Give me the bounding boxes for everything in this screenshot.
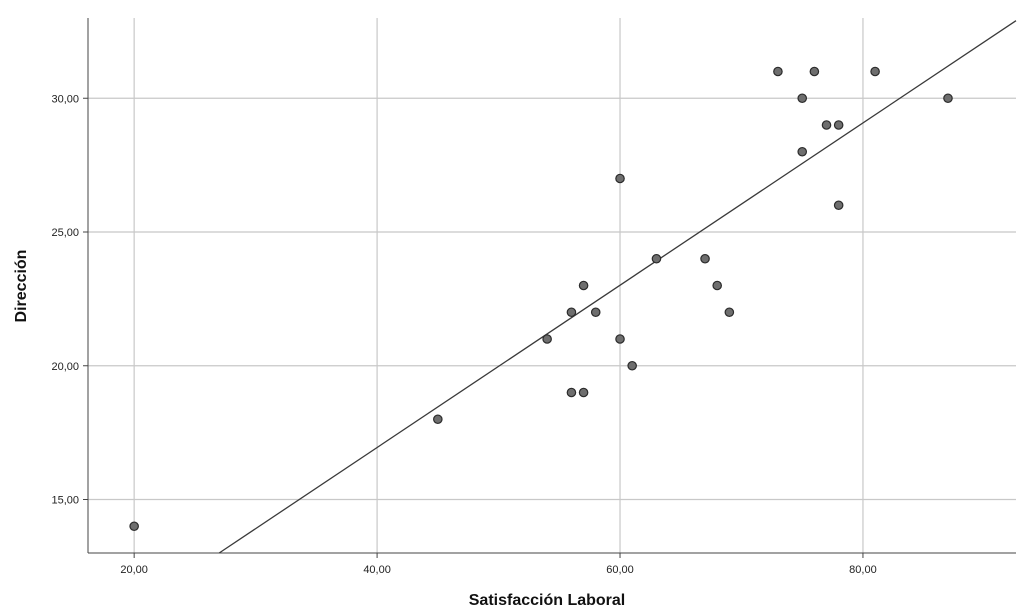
y-tick-label: 30,00 [51,93,79,105]
grid-layer [88,18,1016,553]
data-point [592,308,600,316]
data-point [543,335,551,343]
y-axis-title: Dirección [13,250,30,323]
data-point [810,67,818,75]
x-tick-label: 80,00 [849,564,877,576]
x-tick-label: 60,00 [606,564,634,576]
data-point [713,281,721,289]
data-point [628,362,636,370]
data-point [616,335,624,343]
ticks-layer: 20,00 40,00 60,00 80,00 15,00 20,00 25,00 30,00 [51,93,876,576]
points-layer [130,67,952,530]
data-point [944,94,952,102]
data-point [834,121,842,129]
y-tick-label: 25,00 [51,227,79,239]
data-point [701,255,709,263]
data-point [130,522,138,530]
data-point [822,121,830,129]
data-point [434,415,442,423]
data-point [579,281,587,289]
y-tick-label: 20,00 [51,361,79,373]
data-point [871,67,879,75]
data-point [652,255,660,263]
data-point [725,308,733,316]
data-point [616,174,624,182]
x-axis-title: Satisfacción Laboral [469,592,626,609]
regression-line [219,21,1016,553]
y-tick-label: 15,00 [51,495,79,507]
data-point [834,201,842,209]
x-tick-label: 40,00 [363,564,391,576]
x-tick-label: 20,00 [120,564,148,576]
data-point [798,94,806,102]
data-point [567,308,575,316]
data-point [567,388,575,396]
data-point [774,67,782,75]
data-point [798,148,806,156]
data-point [579,388,587,396]
